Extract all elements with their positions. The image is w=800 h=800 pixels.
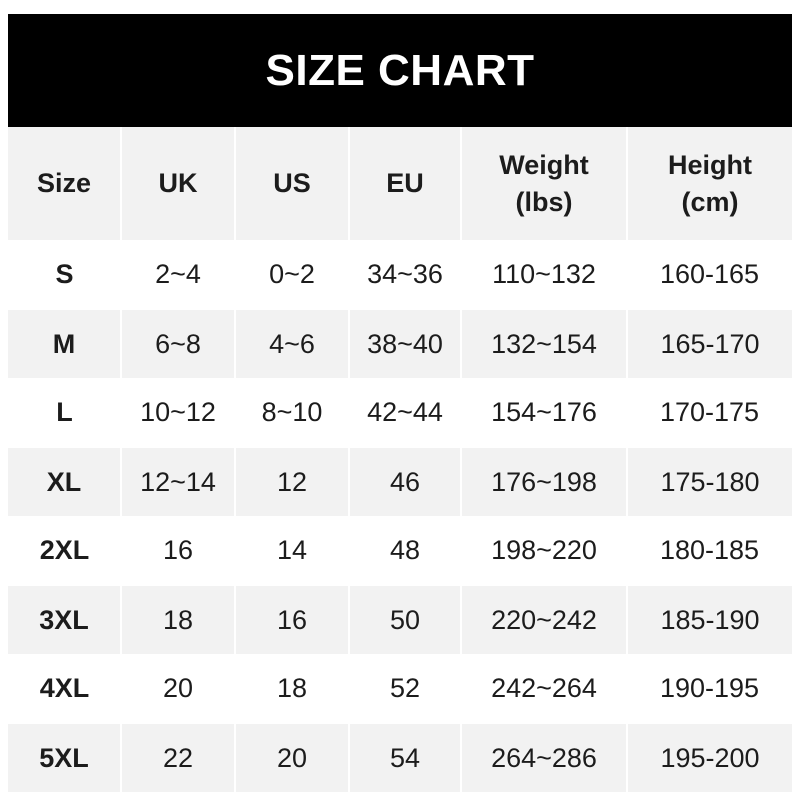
table-cell: 185-190: [626, 584, 792, 654]
table-cell: 12~14: [120, 446, 235, 516]
size-label: 2XL: [39, 534, 90, 565]
table-cell: 12: [234, 446, 349, 516]
size-label: 5XL: [8, 722, 121, 792]
table-cell: 52: [389, 672, 421, 703]
size-table: Size UK US EU Weight (lbs) Height (cm) S 2~4 0~…: [8, 127, 792, 792]
table-cell: 175-180: [626, 446, 792, 516]
table-row: 2XL 16 14 48 198~220 180-185: [8, 516, 792, 585]
table-cell: 2~4: [155, 258, 201, 289]
size-chart-title: SIZE CHART: [8, 14, 792, 127]
table-cell: 50: [348, 584, 461, 654]
table-cell: 154~176: [491, 396, 597, 427]
table-cell: 264~286: [460, 722, 627, 792]
size-label: XL: [8, 446, 121, 516]
table-cell: 176~198: [460, 446, 627, 516]
table-cell: 242~264: [491, 672, 597, 703]
table-cell: 160-165: [659, 258, 760, 289]
size-label: M: [8, 308, 121, 378]
table-row: 5XL 22 20 54 264~286 195-200: [8, 722, 792, 792]
table-cell: 6~8: [120, 308, 235, 378]
table-cell: 198~220: [491, 534, 597, 565]
table-cell: 48: [389, 534, 421, 565]
table-cell: 38~40: [348, 308, 461, 378]
table-cell: 20: [234, 722, 349, 792]
header-row: Size UK US EU Weight (lbs) Height (cm): [8, 127, 792, 240]
size-label: S: [55, 258, 74, 289]
table-cell: 18: [276, 672, 308, 703]
column-header: EU: [348, 127, 461, 240]
table-cell: 54: [348, 722, 461, 792]
table-cell: 16: [162, 534, 194, 565]
table-cell: 10~12: [140, 396, 216, 427]
table-row: 3XL 18 16 50 220~242 185-190: [8, 584, 792, 654]
table-cell: 170-175: [659, 396, 760, 427]
table-cell: 34~36: [367, 258, 443, 289]
table-cell: 190-195: [659, 672, 760, 703]
table-cell: 110~132: [492, 258, 596, 289]
column-header: US: [234, 127, 349, 240]
table-cell: 180-185: [659, 534, 760, 565]
table-cell: 14: [276, 534, 308, 565]
size-label: 4XL: [39, 672, 90, 703]
table-cell: 220~242: [460, 584, 627, 654]
table-cell: 18: [120, 584, 235, 654]
table-row: S 2~4 0~2 34~36 110~132 160-165: [8, 240, 792, 309]
table-cell: 16: [234, 584, 349, 654]
table-cell: 132~154: [460, 308, 627, 378]
column-header: Weight (lbs): [460, 127, 627, 240]
table-cell: 8~10: [261, 396, 323, 427]
column-header: Height (cm): [626, 127, 792, 240]
table-row: XL 12~14 12 46 176~198 175-180: [8, 446, 792, 516]
table-row: L 10~12 8~10 42~44 154~176 170-175: [8, 378, 792, 447]
size-label: L: [56, 396, 73, 427]
table-cell: 165-170: [626, 308, 792, 378]
table-cell: 20: [162, 672, 194, 703]
table-cell: 46: [348, 446, 461, 516]
table-cell: 195-200: [626, 722, 792, 792]
column-header: UK: [120, 127, 235, 240]
table-cell: 0~2: [269, 258, 315, 289]
column-header: Size: [8, 127, 121, 240]
table-cell: 42~44: [367, 396, 443, 427]
table-row: M 6~8 4~6 38~40 132~154 165-170: [8, 308, 792, 378]
size-label: 3XL: [8, 584, 121, 654]
table-row: 4XL 20 18 52 242~264 190-195: [8, 654, 792, 723]
table-cell: 4~6: [234, 308, 349, 378]
table-cell: 22: [120, 722, 235, 792]
